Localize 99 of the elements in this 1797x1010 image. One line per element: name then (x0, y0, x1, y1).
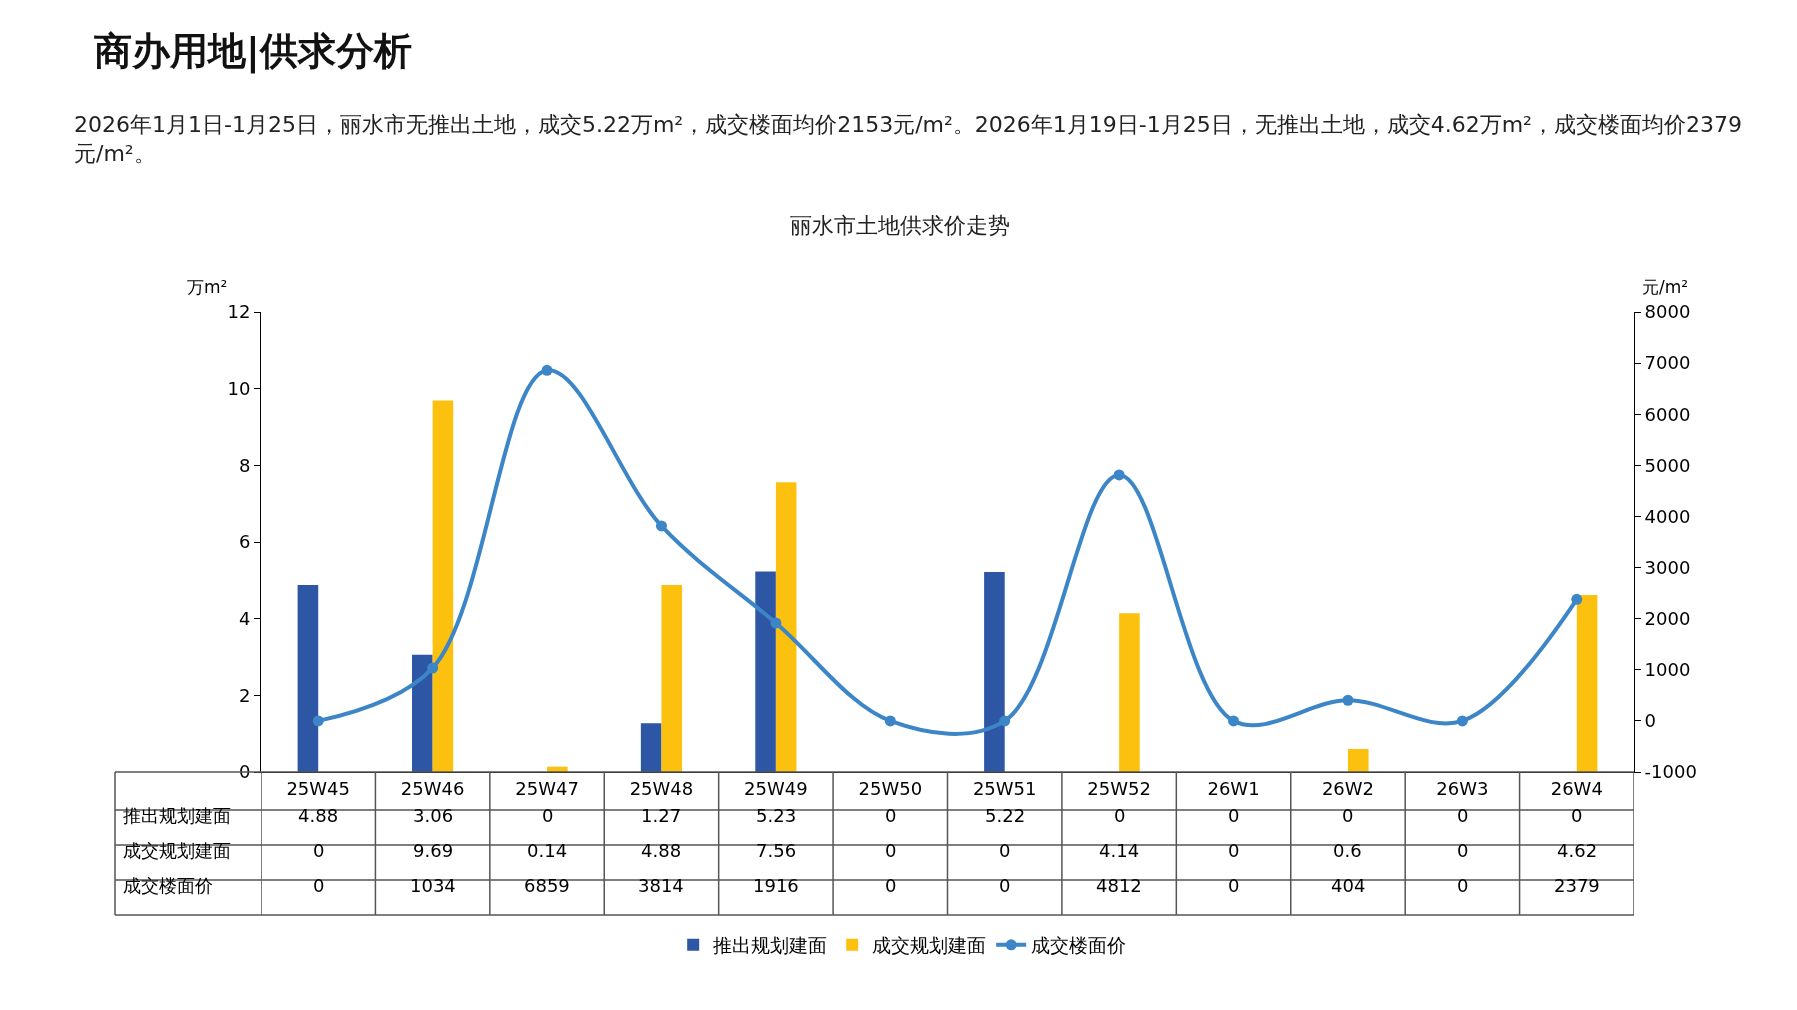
data-label: 3.06 (413, 805, 454, 826)
data-label: 4812 (1096, 875, 1142, 896)
x-tick-label: 26W3 (1436, 777, 1489, 799)
x-tick-label: 25W48 (629, 777, 694, 799)
data-label: 1034 (410, 875, 456, 896)
x-tick-label: 26W4 (1550, 777, 1603, 799)
bar (661, 584, 683, 772)
point (312, 715, 324, 727)
legend-label: 成交楼面价 (1031, 934, 1127, 957)
point (1228, 715, 1240, 727)
point (655, 520, 667, 532)
point (770, 617, 782, 629)
y-tick-label: 2 (238, 684, 251, 706)
data-label: 4.62 (1557, 840, 1598, 861)
data-label: 0.6 (1333, 840, 1362, 861)
data-label: 0 (313, 875, 325, 896)
data-label: 2379 (1554, 875, 1600, 896)
bar (640, 723, 662, 772)
data-label: 0 (1228, 875, 1240, 896)
data-label: 1.27 (641, 805, 682, 826)
data-label: 0 (1342, 805, 1354, 826)
data-label: 4.14 (1099, 840, 1140, 861)
data-label: 5.22 (985, 805, 1026, 826)
data-label: 5.23 (756, 805, 797, 826)
bar (984, 571, 1005, 772)
data-label: 4.88 (298, 805, 339, 826)
y2-tick-label: -1000 (1644, 761, 1697, 783)
y2-tick-label: 7000 (1644, 352, 1691, 374)
y-tick-label: 10 (227, 377, 251, 399)
y2-tick-label: 0 (1644, 710, 1657, 732)
data-label: 0.14 (527, 840, 568, 861)
bar (1119, 613, 1140, 772)
y2-tick-label: 2000 (1644, 607, 1691, 629)
y2-tick-label: 1000 (1644, 659, 1691, 681)
x-tick-label: 25W49 (744, 777, 808, 799)
data-label: 0 (542, 805, 554, 826)
x-tick-label: 25W45 (286, 777, 351, 799)
data-label: 0 (1228, 805, 1240, 826)
legend-label: 成交规划建面 (872, 934, 987, 957)
x-tick-label: 26W2 (1321, 777, 1375, 799)
y-axis-title: 万m² (187, 277, 228, 297)
point (1113, 469, 1125, 481)
y2-axis-title: 元/m² (1642, 277, 1689, 297)
data-label: 4.88 (641, 840, 682, 861)
data-label: 0 (1457, 805, 1469, 826)
point (427, 662, 439, 674)
data-label: 0 (1228, 840, 1240, 861)
data-label: 9.69 (413, 840, 454, 861)
y2-tick-label: 8000 (1644, 301, 1691, 323)
x-tick-label: 25W47 (515, 777, 579, 799)
text: 2026年1月1日-1月25日，丽水市无推出土地，成交5.22万m²，成交楼面均价2153元/m²。2026年1月19日-1月25日，无推出土地，成交4.62万m²，成交楼面均价2379元/m²。 (74, 112, 1742, 166)
bar (775, 482, 797, 772)
chart-title: 丽水市土地供求价走势 (790, 212, 1010, 238)
y2-tick-label: 5000 (1644, 454, 1691, 476)
point (999, 715, 1011, 727)
bar (1576, 594, 1598, 772)
data-label: 0 (999, 875, 1011, 896)
text: 成交规划建面 (123, 840, 231, 861)
y-tick-label: 4 (238, 607, 251, 629)
data-label: 0 (1571, 805, 1583, 826)
point (541, 364, 553, 376)
point (1571, 593, 1583, 605)
data-label: 0 (313, 840, 325, 861)
point (884, 715, 896, 727)
legend-label: 推出规划建面 (713, 934, 828, 957)
data-label: 0 (1114, 805, 1126, 826)
text: 商办用地|供求分析 (94, 29, 412, 74)
data-label: 404 (1331, 875, 1366, 896)
point (1456, 715, 1468, 727)
y-tick-label: 6 (238, 531, 251, 553)
bar (297, 584, 319, 772)
y-tick-label: 8 (238, 454, 251, 476)
point (1342, 694, 1354, 706)
data-label: 0 (1457, 875, 1469, 896)
x-tick-label: 25W50 (858, 777, 923, 799)
x-tick-label: 25W46 (400, 777, 465, 799)
data-label: 0 (999, 840, 1011, 861)
data-label: 0 (885, 805, 897, 826)
bar (1347, 749, 1369, 772)
text: 成交楼面价 (123, 875, 213, 896)
text: 推出规划建面 (123, 805, 231, 826)
data-label: 0 (885, 840, 897, 861)
y2-tick-label: 4000 (1644, 505, 1691, 527)
bar (432, 400, 454, 772)
bar (755, 571, 776, 772)
x-tick-label: 25W51 (972, 777, 1037, 799)
y-tick-label: 12 (227, 301, 251, 323)
x-tick-label: 25W52 (1087, 777, 1151, 799)
data-label: 0 (885, 875, 897, 896)
x-tick-label: 26W1 (1207, 777, 1260, 799)
y2-tick-label: 6000 (1644, 403, 1691, 425)
data-label: 6859 (524, 875, 570, 896)
data-label: 7.56 (756, 840, 797, 861)
bar (412, 654, 433, 772)
data-label: 0 (1457, 840, 1469, 861)
y2-tick-label: 3000 (1644, 556, 1691, 578)
data-label: 1916 (753, 875, 799, 896)
y-tick-label: 0 (238, 761, 251, 783)
data-label: 3814 (638, 875, 684, 896)
